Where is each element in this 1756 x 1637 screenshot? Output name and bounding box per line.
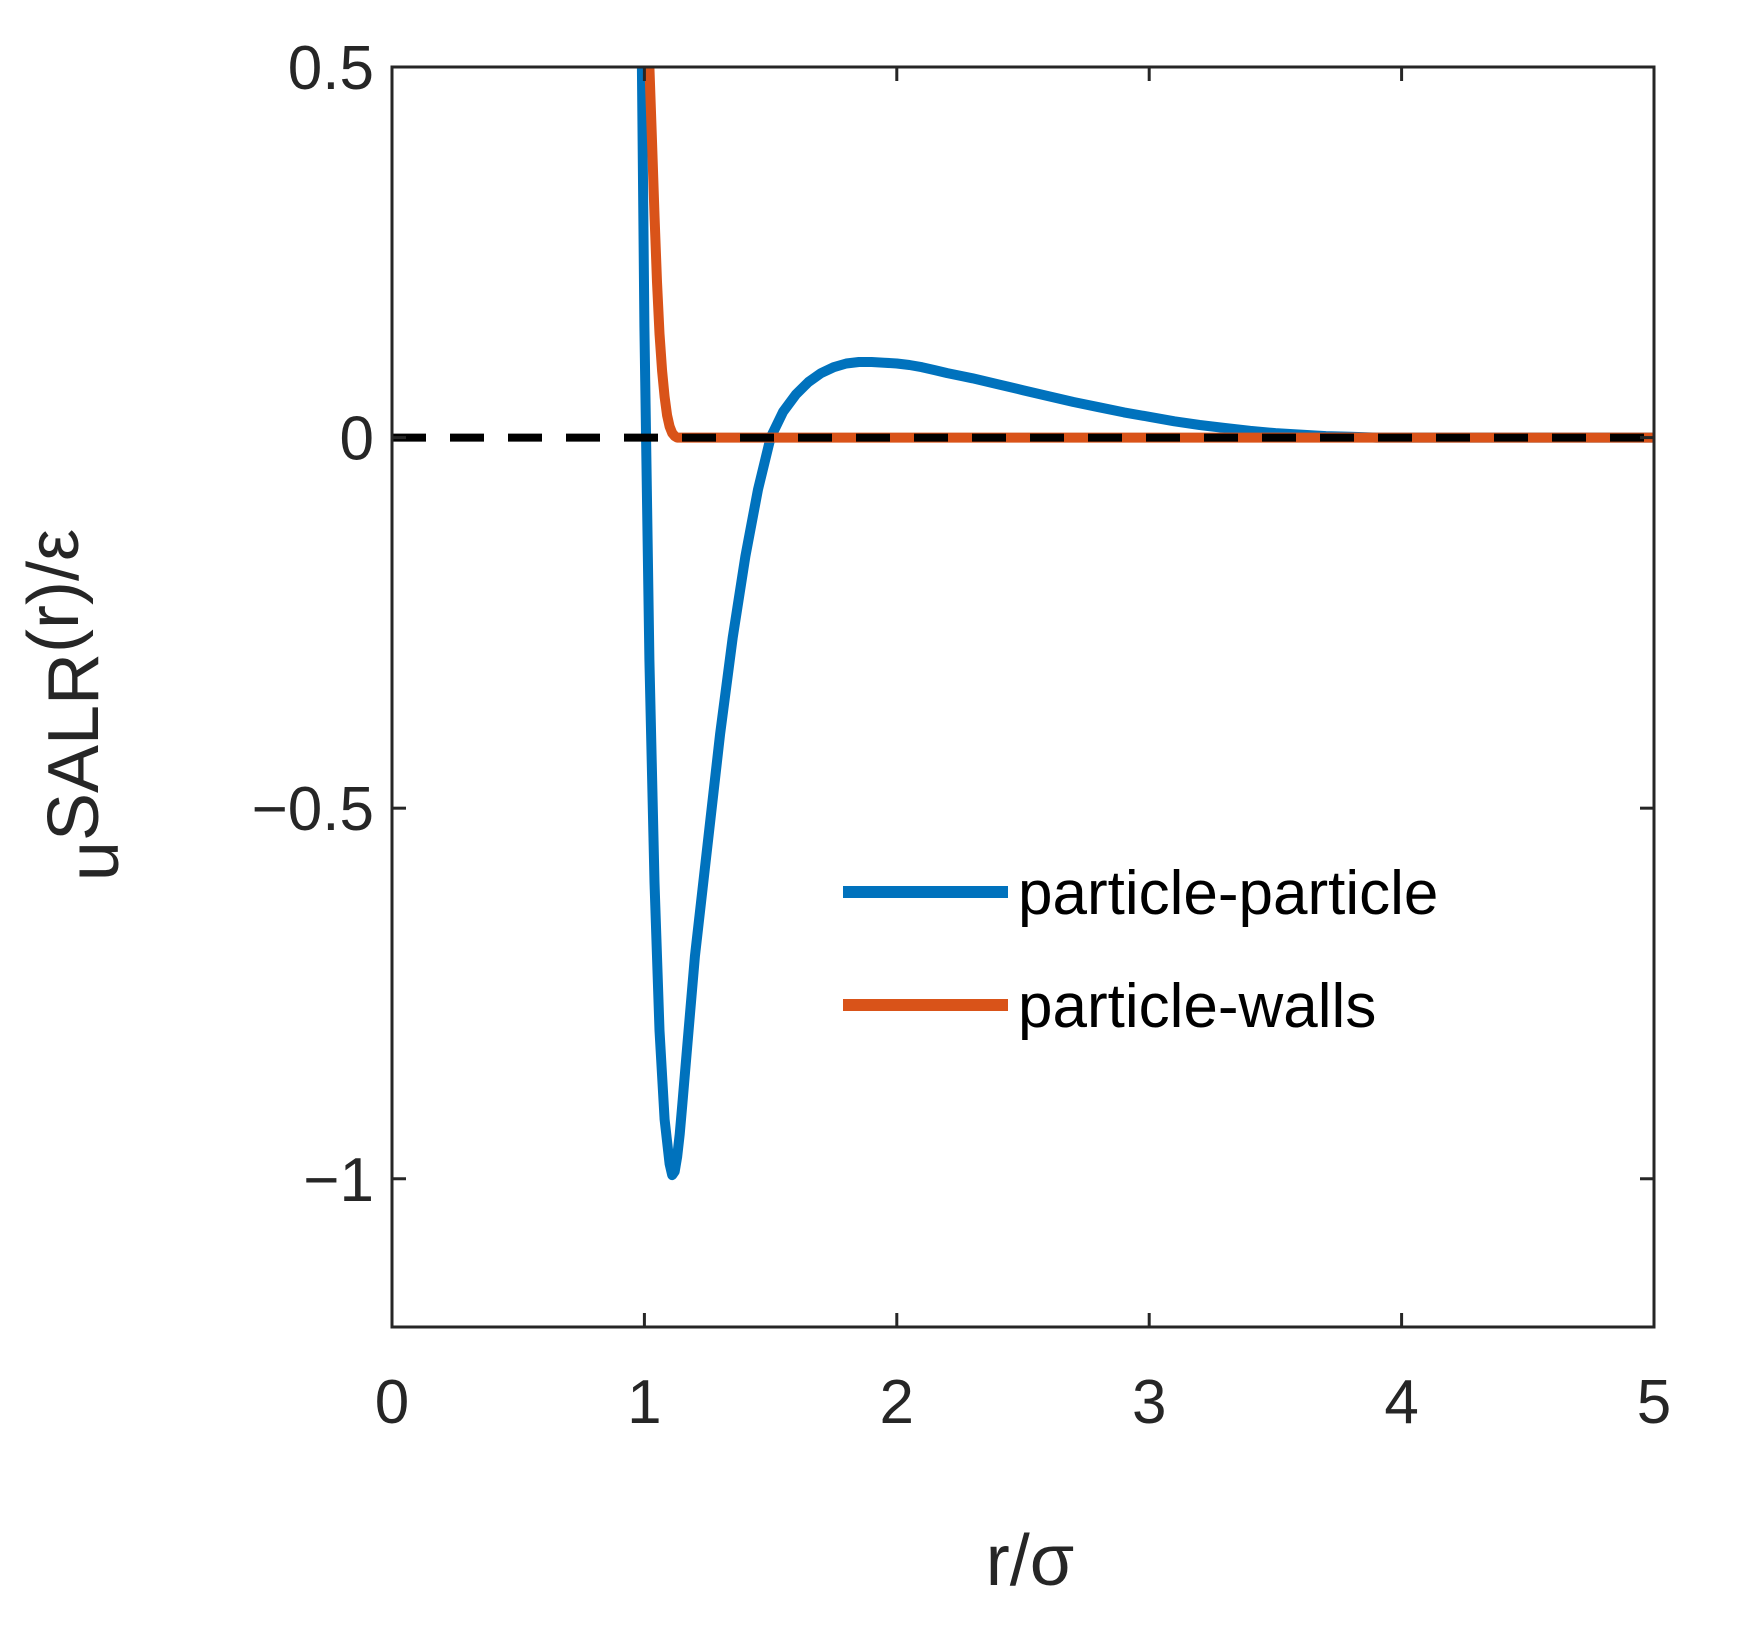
legend-label-particle-particle: particle-particle: [1018, 859, 1438, 928]
y-axis-title: uSALR(r)/ε: [14, 529, 134, 881]
y-tick-label: −0.5: [252, 775, 374, 844]
y-axis-title-subscript: SALR: [34, 653, 114, 841]
x-tick-label: 3: [1132, 1368, 1166, 1437]
x-tick-label: 4: [1384, 1368, 1418, 1437]
x-tick-label: 0: [375, 1368, 409, 1437]
y-tick-label: 0: [340, 405, 374, 474]
legend: particle-particle particle-walls: [843, 859, 1438, 1041]
axis-ticks: [390, 65, 1656, 1327]
x-tick-label: 1: [627, 1368, 661, 1437]
plot-frame: [390, 65, 1656, 1329]
x-tick-label: 2: [880, 1368, 914, 1437]
series-line-particle-walls: [644, 67, 1654, 443]
y-tick-label: 0.5: [288, 34, 374, 103]
plot-data-layer: [392, 67, 1654, 1181]
y-tick-labels: 0.5 0 −0.5 −1: [252, 34, 374, 1215]
x-axis-title: r/σ: [986, 1521, 1074, 1601]
series-line-particle-particle: [636, 67, 1654, 1181]
x-tick-label: 5: [1637, 1368, 1671, 1437]
y-tick-label: −1: [303, 1146, 374, 1215]
legend-label-particle-walls: particle-walls: [1018, 972, 1376, 1041]
y-axis-title-base: u: [54, 841, 134, 881]
x-tick-labels: 0 1 2 3 4 5: [375, 1368, 1671, 1437]
y-axis-title-suffix: (r)/ε: [14, 529, 94, 653]
